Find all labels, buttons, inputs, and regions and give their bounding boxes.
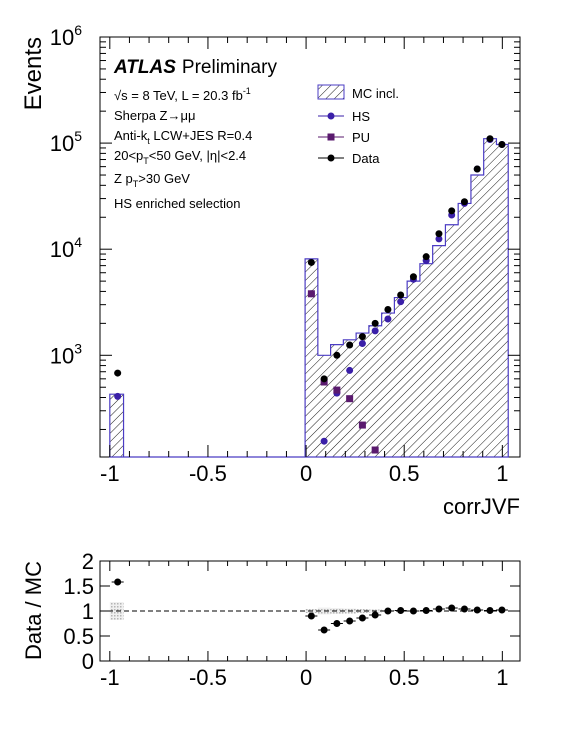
ratio-y-axis-label: Data / MC (21, 561, 46, 660)
mc-incl-histogram (109, 138, 509, 458)
pu-point (307, 290, 315, 298)
ratio-axes: -1 -0.5 0 0.5 100.511.52 (63, 549, 520, 690)
ratio-point (473, 606, 481, 614)
ratio-point (346, 617, 354, 625)
ratio-point (448, 604, 456, 612)
info-selection: HS enriched selection (114, 196, 240, 211)
ratio-x-tick-label: 1 (496, 665, 508, 690)
x-tick-label: 0 (300, 461, 312, 486)
data-point (397, 291, 405, 299)
ratio-point (409, 607, 417, 615)
main-axes: -1 -0.5 0 0.5 1 103 104 105 106 (50, 22, 520, 486)
ratio-y-tick-label: 1.5 (63, 574, 94, 599)
ratio-panel: -1 -0.5 0 0.5 100.511.52 Data / MC (21, 549, 521, 690)
y-tick-label: 104 (50, 234, 82, 262)
data-point (473, 165, 481, 173)
hs-point (435, 235, 443, 243)
hs-point (320, 437, 328, 445)
ratio-y-tick-label: 1 (82, 599, 94, 624)
info-block: √s = 8 TeV, L = 20.3 fb-1 Sherpa Z→μμ An… (114, 86, 252, 211)
data-point (114, 369, 122, 377)
ratio-x-tick-label: -0.5 (189, 665, 227, 690)
legend-label-data: Data (352, 151, 380, 166)
legend-marker-data (327, 154, 335, 162)
pu-point (371, 446, 379, 454)
hs-point (384, 315, 392, 323)
hs-point (397, 298, 405, 306)
y-tick-label: 103 (50, 340, 82, 368)
info-jet-algo: Anti-kt LCW+JES R=0.4 (114, 128, 252, 146)
hs-point (358, 340, 366, 348)
data-point (448, 207, 456, 215)
ratio-y-tick-label: 0.5 (63, 624, 94, 649)
ratio-point (384, 607, 392, 615)
y-tick-label: 105 (50, 128, 82, 156)
data-point (384, 306, 392, 314)
data-point (486, 135, 494, 143)
data-point (371, 319, 379, 327)
data-point (320, 375, 328, 383)
data-point (307, 258, 315, 266)
info-z-pt: Z pT>30 GeV (114, 171, 190, 189)
x-tick-label: -1 (100, 461, 120, 486)
ratio-point (371, 611, 379, 619)
ratio-point (435, 605, 443, 613)
data-point (333, 351, 341, 359)
legend: MC incl. HS PU Data (317, 84, 399, 166)
pu-point (358, 421, 366, 429)
ratio-point (320, 626, 328, 634)
mc-incl-outline (109, 138, 509, 458)
ratio-y-tick-label: 0 (82, 649, 94, 674)
data-point (346, 341, 354, 349)
x-tick-label: 1 (496, 461, 508, 486)
data-point (409, 273, 417, 281)
legend-label-mc-incl: MC incl. (352, 86, 399, 101)
mc-incl-fill (109, 138, 509, 457)
x-tick-label: -0.5 (189, 461, 227, 486)
x-tick-label: 0.5 (389, 461, 420, 486)
main-panel: -1 -0.5 0 0.5 1 103 104 105 106 Events corrJVF A… (20, 22, 521, 519)
ratio-data-points (111, 578, 508, 634)
legend-marker-hs (327, 112, 335, 120)
y-tick-label: 106 (50, 22, 82, 50)
data-point (358, 333, 366, 341)
main-data-points (114, 135, 506, 454)
ratio-point (397, 607, 405, 614)
data-point (422, 253, 430, 261)
data-point (460, 198, 468, 206)
atlas-label: ATLAS Preliminary (113, 57, 277, 78)
ratio-point (333, 620, 341, 627)
legend-label-pu: PU (352, 130, 370, 145)
legend-marker-pu (327, 133, 335, 141)
ratio-x-tick-label: -1 (100, 665, 120, 690)
x-axis-label: corrJVF (443, 494, 520, 519)
ratio-band-bin (356, 609, 369, 613)
data-point (435, 230, 443, 238)
ratio-point (358, 614, 366, 622)
hs-point (371, 327, 379, 335)
info-generator: Sherpa Z→μμ (114, 108, 195, 123)
ratio-point (422, 607, 430, 614)
hs-point (346, 366, 354, 374)
ratio-y-tick-label: 2 (82, 549, 94, 574)
pu-point (333, 386, 341, 394)
ratio-point (498, 606, 506, 614)
info-pt-eta: 20<pT<50 GeV, |η|<2.4 (114, 148, 246, 166)
ratio-point (460, 605, 468, 613)
ratio-x-tick-label: 0 (300, 665, 312, 690)
ratio-point (486, 607, 494, 614)
y-axis-label: Events (20, 37, 47, 110)
hs-point (114, 392, 122, 400)
legend-label-hs: HS (352, 109, 370, 124)
legend-swatch-mc-incl (317, 84, 345, 100)
ratio-point (114, 578, 122, 586)
ratio-point (307, 612, 315, 620)
data-point (498, 141, 506, 149)
ratio-x-tick-label: 0.5 (389, 665, 420, 690)
pu-point (346, 395, 354, 403)
info-lumi: √s = 8 TeV, L = 20.3 fb-1 (114, 86, 251, 103)
